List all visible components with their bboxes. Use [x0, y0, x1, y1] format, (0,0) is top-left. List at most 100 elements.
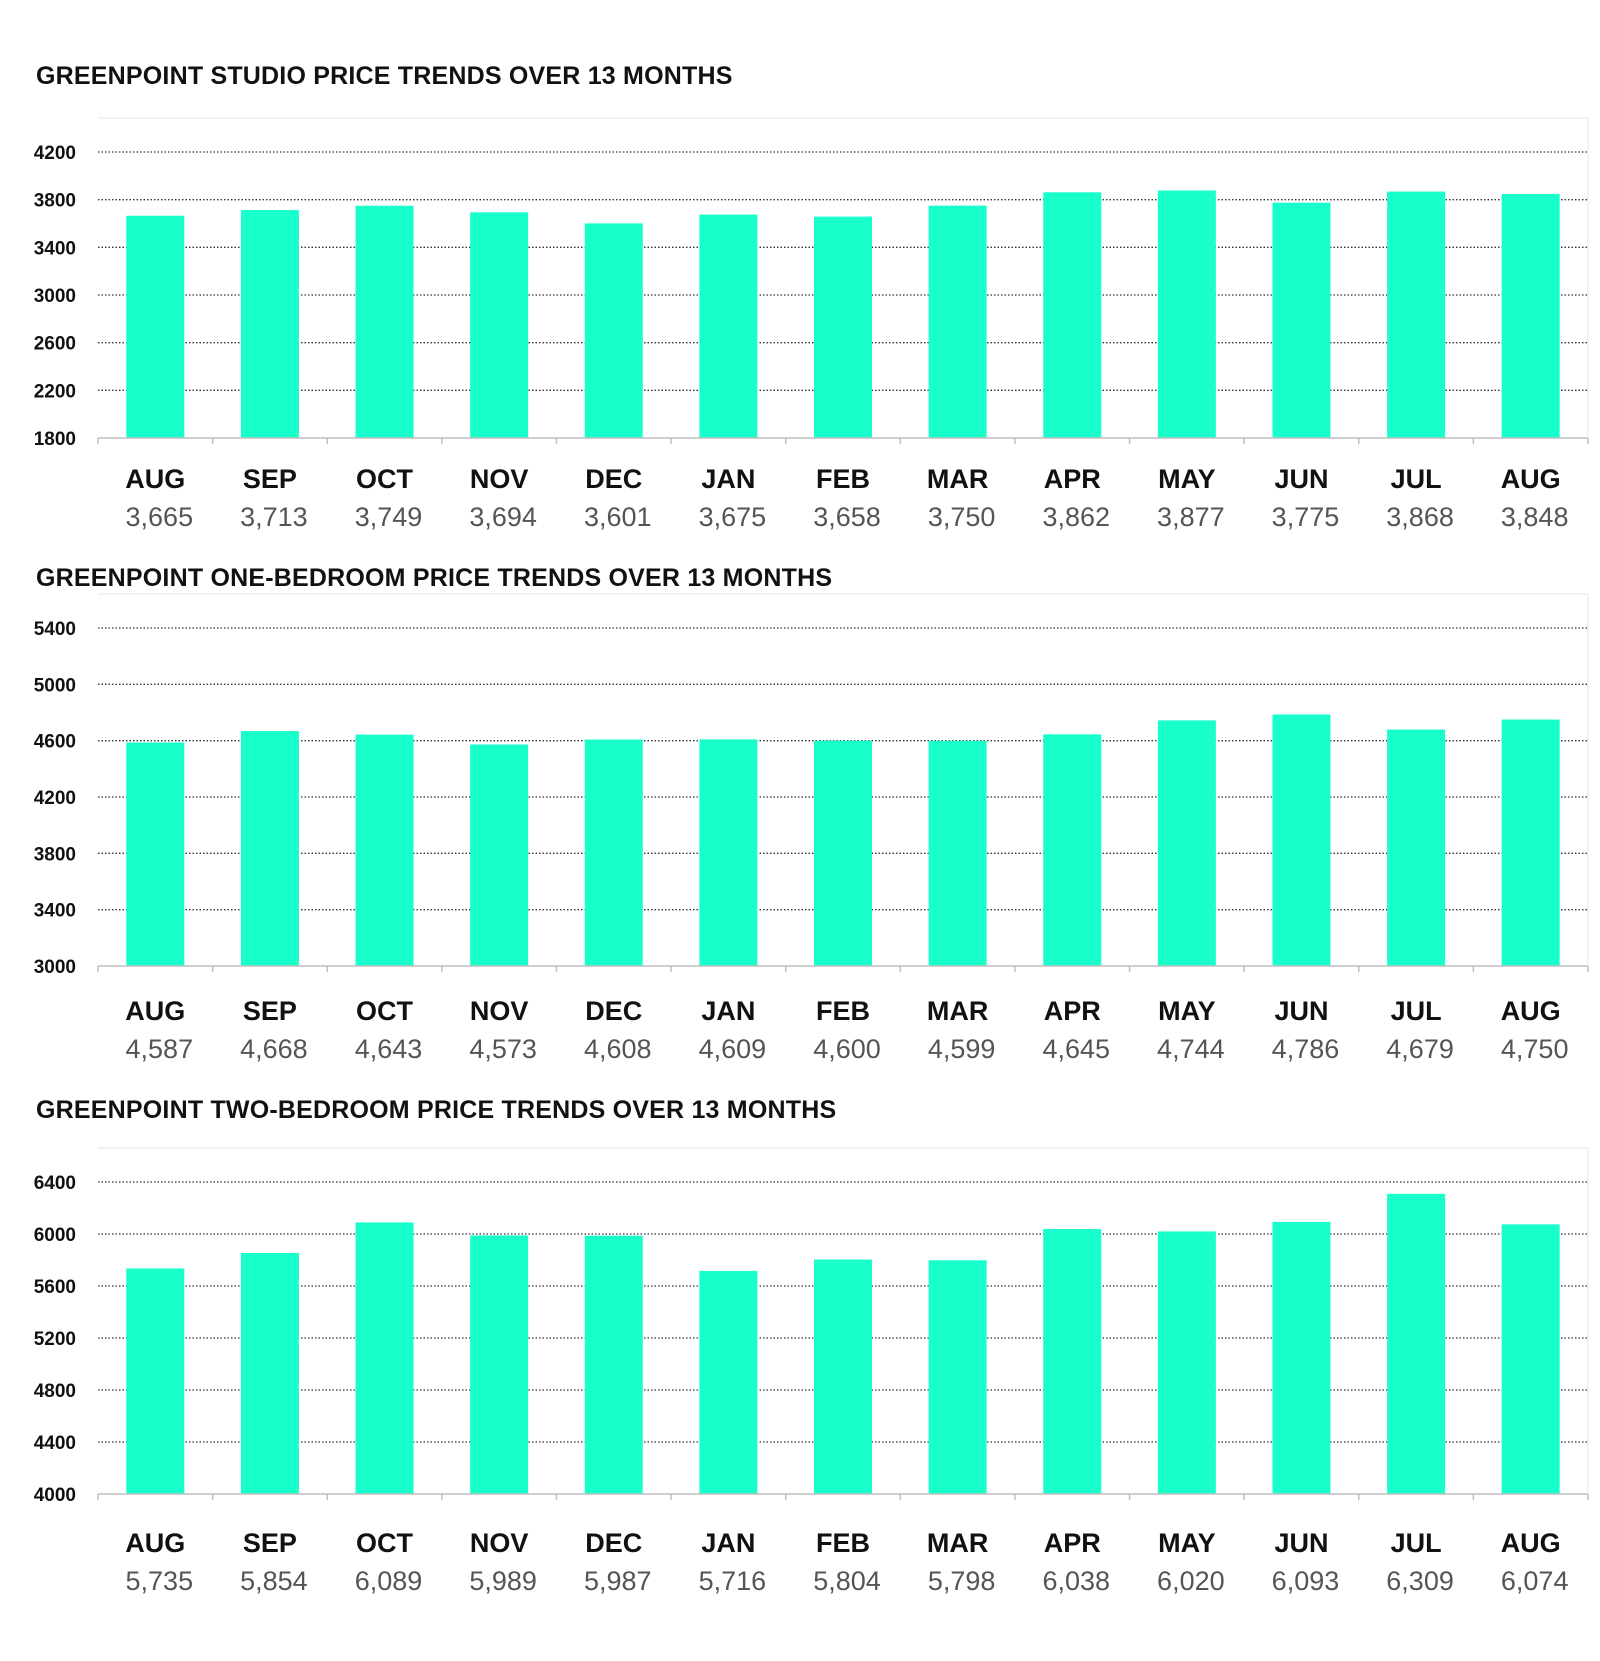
category-label: OCT — [356, 464, 414, 494]
y-tick-label: 6000 — [34, 1225, 76, 1246]
category-label: FEB — [816, 996, 870, 1026]
bar — [1272, 1221, 1331, 1494]
bar — [1501, 193, 1560, 438]
data-label: 4,599 — [928, 1034, 996, 1064]
data-label: 3,862 — [1042, 502, 1110, 532]
category-label: SEP — [243, 996, 297, 1026]
bar — [1043, 1229, 1102, 1494]
bar — [240, 1252, 299, 1494]
data-label: 5,989 — [469, 1566, 537, 1596]
bar — [1501, 719, 1560, 966]
y-tick-label: 5000 — [34, 675, 76, 696]
category-label: AUG — [1501, 1528, 1561, 1558]
category-label: FEB — [816, 1528, 870, 1558]
data-label: 3,675 — [699, 502, 767, 532]
y-tick-label: 3800 — [34, 191, 76, 212]
y-tick-label: 4200 — [34, 143, 76, 164]
bar — [699, 739, 758, 966]
category-label: NOV — [470, 1528, 529, 1558]
bar — [126, 742, 185, 966]
category-label: FEB — [816, 464, 870, 494]
category-label: AUG — [125, 996, 185, 1026]
data-label: 6,074 — [1501, 1566, 1569, 1596]
bar — [126, 1268, 185, 1494]
data-label: 4,645 — [1042, 1034, 1110, 1064]
bar — [814, 1259, 872, 1494]
y-tick-label: 5600 — [34, 1277, 76, 1298]
bar — [1387, 191, 1446, 438]
chart-plot: 3000 3400 3800 4200 4600 5000 5400 AUG 4,587 SEP 4… — [34, 593, 1589, 1064]
data-label: 4,750 — [1501, 1034, 1569, 1064]
chart-plot: 1800 2200 2600 3000 3400 3800 4200 AUG 3,665 SEP 3… — [34, 117, 1589, 532]
category-label: MAR — [927, 996, 989, 1026]
category-label: MAY — [1158, 1528, 1216, 1558]
category-label: NOV — [470, 996, 529, 1026]
y-tick-label: 3400 — [34, 901, 76, 922]
y-tick-label: 2200 — [34, 381, 76, 402]
data-label: 3,713 — [240, 502, 308, 532]
data-label: 5,804 — [813, 1566, 881, 1596]
y-tick-label: 2600 — [34, 334, 76, 355]
data-label: 4,679 — [1386, 1034, 1454, 1064]
category-label: MAR — [927, 464, 989, 494]
bar — [126, 215, 185, 438]
data-label: 4,668 — [240, 1034, 308, 1064]
data-label: 3,658 — [813, 502, 881, 532]
category-label: JUN — [1274, 464, 1328, 494]
y-tick-label: 4000 — [34, 1485, 76, 1506]
bar — [1501, 1224, 1560, 1494]
y-tick-label: 6400 — [34, 1173, 76, 1194]
category-label: DEC — [585, 1528, 642, 1558]
bar — [928, 1260, 987, 1494]
bar — [1157, 720, 1216, 966]
category-label: JUL — [1391, 464, 1442, 494]
data-label: 3,868 — [1386, 502, 1454, 532]
data-label: 4,608 — [584, 1034, 652, 1064]
bar — [240, 731, 299, 966]
y-tick-label: 4200 — [34, 788, 76, 809]
bar — [355, 1222, 414, 1494]
data-label: 6,089 — [355, 1566, 423, 1596]
y-tick-label: 1800 — [34, 429, 76, 450]
y-tick-label: 3800 — [34, 844, 76, 865]
y-tick-label: 4800 — [34, 1381, 76, 1402]
data-label: 6,093 — [1272, 1566, 1340, 1596]
chart-title: GREENPOINT TWO-BEDROOM PRICE TRENDS OVER… — [36, 1096, 837, 1124]
bar — [1387, 729, 1446, 966]
bar — [1387, 1193, 1446, 1494]
category-label: JUN — [1274, 996, 1328, 1026]
bar — [814, 216, 872, 438]
bar — [928, 205, 987, 438]
data-label: 5,735 — [126, 1566, 194, 1596]
y-tick-label: 5400 — [34, 619, 76, 640]
y-tick-label: 3000 — [34, 957, 76, 978]
category-label: AUG — [125, 1528, 185, 1558]
bar — [1157, 190, 1216, 438]
category-label: DEC — [585, 464, 642, 494]
chart-title: GREENPOINT ONE-BEDROOM PRICE TRENDS OVER… — [36, 564, 833, 592]
category-label: MAY — [1158, 464, 1216, 494]
data-label: 4,643 — [355, 1034, 423, 1064]
bar — [584, 223, 643, 438]
category-label: OCT — [356, 996, 414, 1026]
data-label: 6,020 — [1157, 1566, 1225, 1596]
data-label: 3,877 — [1157, 502, 1225, 532]
data-label: 3,775 — [1272, 502, 1340, 532]
bar — [470, 212, 529, 438]
data-label: 5,798 — [928, 1566, 996, 1596]
y-tick-label: 3400 — [34, 238, 76, 259]
data-label: 3,601 — [584, 502, 652, 532]
bar — [699, 214, 758, 438]
bar — [1272, 202, 1331, 438]
chart-plot: 4000 4400 4800 5200 5600 6000 6400 AUG 5,735 SEP 5… — [34, 1147, 1589, 1596]
data-label: 4,587 — [126, 1034, 194, 1064]
category-label: SEP — [243, 464, 297, 494]
bar — [470, 744, 529, 966]
category-label: JUL — [1391, 1528, 1442, 1558]
category-label: APR — [1044, 1528, 1101, 1558]
category-label: AUG — [1501, 996, 1561, 1026]
bar — [355, 205, 414, 438]
category-label: AUG — [125, 464, 185, 494]
bar — [584, 739, 643, 966]
category-label: OCT — [356, 1528, 414, 1558]
